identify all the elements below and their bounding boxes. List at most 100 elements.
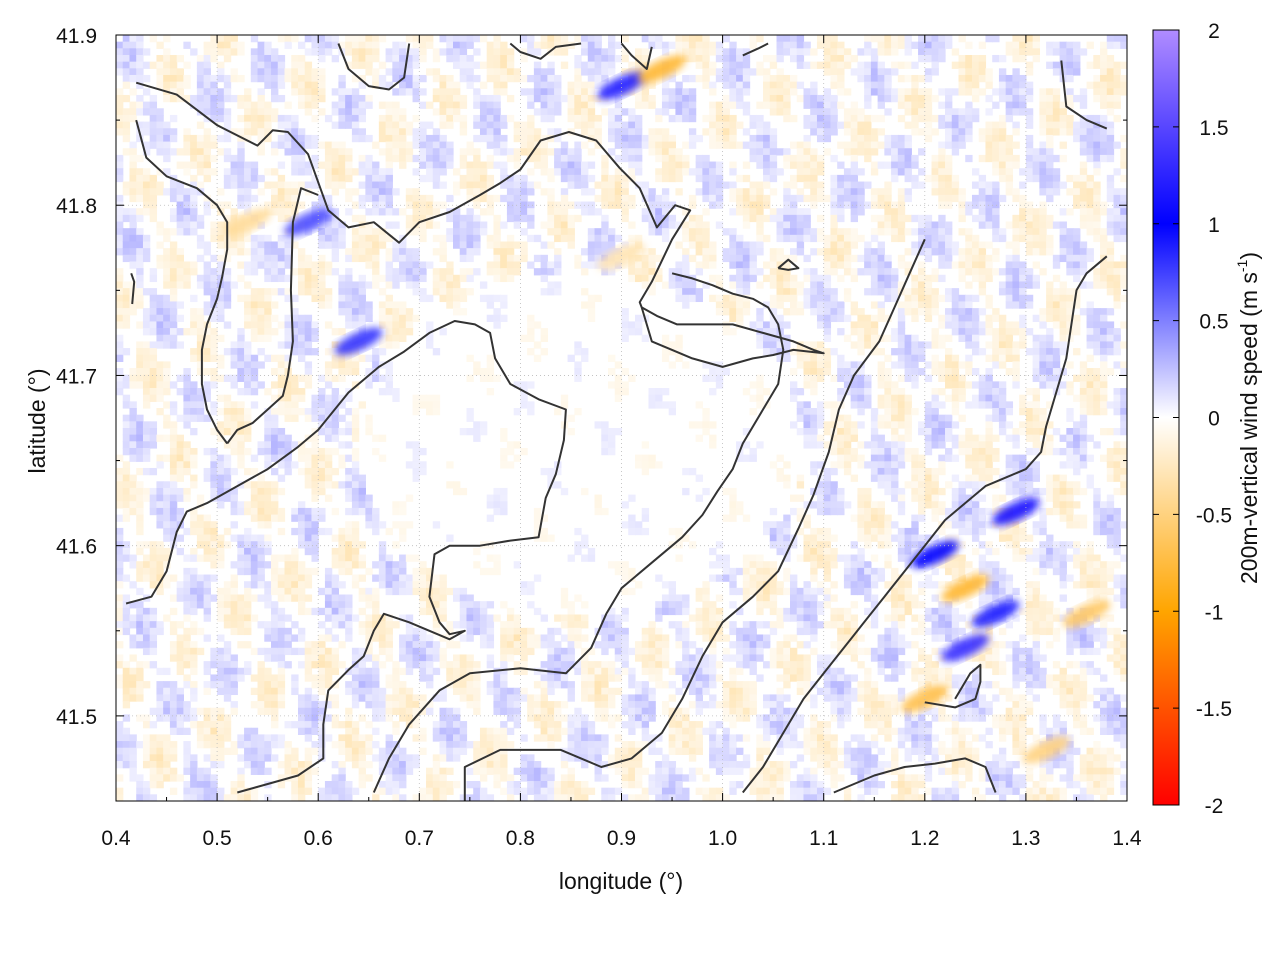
field-cell <box>163 228 171 236</box>
field-cell <box>230 594 238 602</box>
field-cell <box>210 734 218 742</box>
field-cell <box>520 761 528 769</box>
field-cell <box>661 41 670 49</box>
field-cell <box>473 268 481 276</box>
field-cell <box>540 108 548 116</box>
field-cell <box>116 774 124 782</box>
field-cell <box>399 574 407 582</box>
field-cell <box>426 294 434 303</box>
field-cell <box>432 721 441 729</box>
field-cell <box>237 361 245 369</box>
field-cell <box>500 121 508 129</box>
field-cell <box>196 81 205 89</box>
field-cell <box>608 181 616 189</box>
field-cell <box>594 741 602 749</box>
field-cell <box>345 441 353 449</box>
field-cell <box>277 401 286 409</box>
field-cell <box>486 368 495 376</box>
field-cell <box>372 514 380 522</box>
field-cell <box>244 208 252 216</box>
field-cell <box>345 667 353 676</box>
field-cell <box>277 701 286 709</box>
field-cell <box>426 121 434 129</box>
field-cell <box>506 248 515 256</box>
field-cell <box>264 201 272 209</box>
field-cell <box>230 381 238 389</box>
field-cell <box>142 627 151 636</box>
field-cell <box>473 741 481 749</box>
field-cell <box>169 534 178 542</box>
field-cell <box>547 641 555 649</box>
field-cell <box>540 687 548 696</box>
field-cell <box>331 414 340 422</box>
field-cell <box>412 441 420 449</box>
field-cell <box>223 134 232 143</box>
field-cell <box>169 641 178 649</box>
field-cell <box>311 514 319 522</box>
field-cell <box>351 248 360 256</box>
field-cell <box>149 294 158 303</box>
field-cell <box>520 647 528 656</box>
field-cell <box>621 201 629 209</box>
field-cell <box>634 527 643 536</box>
field-cell <box>358 661 366 669</box>
field-cell <box>560 228 569 236</box>
field-cell <box>661 74 670 83</box>
field-cell <box>641 707 650 716</box>
field-cell <box>459 268 468 276</box>
field-cell <box>264 268 272 276</box>
field-cell <box>351 507 360 516</box>
field-cell <box>479 35 488 43</box>
field-cell <box>136 68 144 76</box>
field-cell <box>628 174 636 183</box>
field-cell <box>176 461 184 469</box>
field-cell <box>405 494 414 502</box>
field-cell <box>136 41 144 49</box>
field-cell <box>634 168 643 176</box>
field-cell <box>378 288 387 296</box>
field-cell <box>271 741 279 749</box>
field-cell <box>574 341 582 349</box>
field-cell <box>304 734 313 742</box>
field-cell <box>641 268 650 276</box>
field-cell <box>358 714 366 722</box>
field-cell <box>304 594 313 602</box>
field-cell <box>439 661 447 669</box>
field-cell <box>648 734 656 742</box>
field-cell <box>129 108 137 116</box>
field-cell <box>203 348 211 356</box>
field-cell <box>196 514 205 522</box>
field-cell <box>587 208 596 216</box>
field-cell <box>122 461 131 469</box>
field-cell <box>628 141 636 149</box>
field-cell <box>351 534 360 542</box>
field-cell <box>311 35 319 43</box>
field-cell <box>466 667 474 676</box>
field-cell <box>567 787 575 795</box>
field-cell <box>129 74 137 83</box>
field-cell <box>149 487 158 496</box>
field-cell <box>446 281 454 289</box>
field-cell <box>324 268 333 276</box>
field-cell <box>547 134 555 143</box>
field-cell <box>621 134 629 143</box>
field-cell <box>250 401 259 409</box>
field-cell <box>264 667 272 676</box>
field-cell <box>122 281 131 289</box>
field-cell <box>621 208 629 216</box>
field-cell <box>439 601 447 609</box>
field-cell <box>183 228 191 236</box>
field-cell <box>466 61 474 69</box>
field-cell <box>284 634 292 642</box>
field-cell <box>446 261 454 269</box>
field-cell <box>372 601 380 609</box>
field-cell <box>547 727 555 735</box>
field-cell <box>399 654 407 662</box>
field-cell <box>479 761 488 769</box>
field-cell <box>648 621 656 629</box>
field-cell <box>581 94 589 103</box>
field-cell <box>608 607 616 616</box>
field-cell <box>277 141 286 149</box>
field-cell <box>601 434 609 442</box>
field-cell <box>257 321 265 329</box>
